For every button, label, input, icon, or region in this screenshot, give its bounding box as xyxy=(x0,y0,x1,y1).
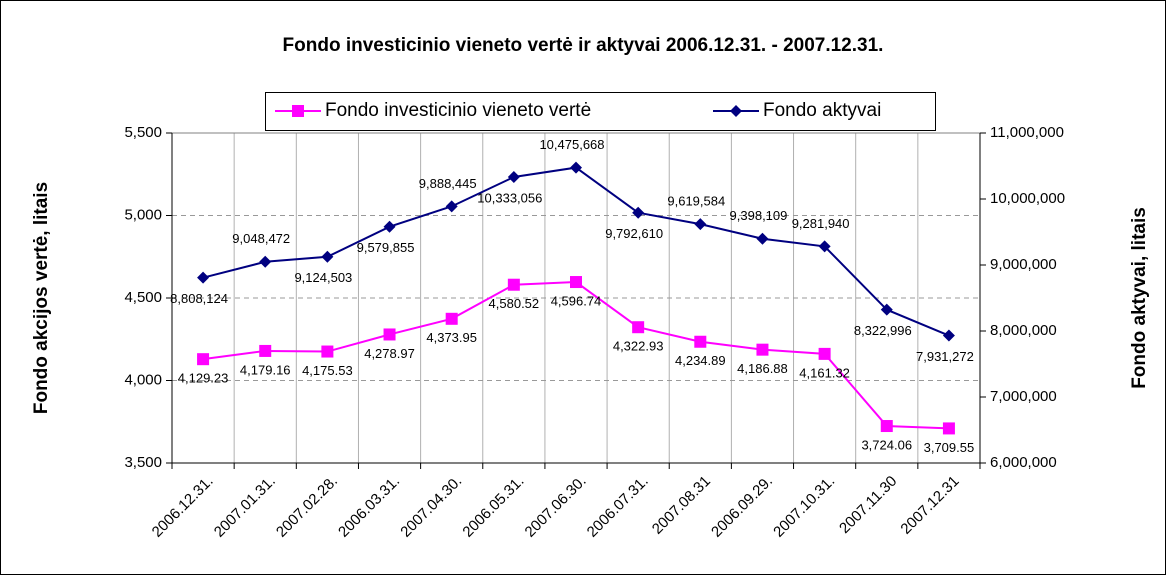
data-label: 3,724.06 xyxy=(861,437,912,452)
y-tick-label: 4,000 xyxy=(124,371,162,388)
data-label: 4,175.53 xyxy=(302,363,353,378)
data-label: 7,931,272 xyxy=(916,349,974,364)
data-point xyxy=(570,161,582,174)
data-point xyxy=(632,206,645,219)
data-point xyxy=(259,255,272,268)
data-label: 4,322.93 xyxy=(613,339,664,354)
data-label: 8,808,124 xyxy=(170,291,228,306)
data-label: 9,579,855 xyxy=(357,240,415,255)
data-label: 9,124,503 xyxy=(294,270,352,285)
data-label: 4,278.97 xyxy=(364,346,415,361)
data-label: 8,322,996 xyxy=(854,323,912,338)
data-point xyxy=(880,303,893,316)
data-point xyxy=(259,344,272,357)
y-tick-label: 3,500 xyxy=(124,454,162,471)
legend-marker xyxy=(292,105,304,117)
y2-tick-label: 7,000,000 xyxy=(990,388,1057,405)
data-label: 3,709.55 xyxy=(924,440,975,455)
y2-tick-label: 10,000,000 xyxy=(990,190,1065,207)
y2-tick-label: 6,000,000 xyxy=(990,454,1057,471)
data-label: 4,373.95 xyxy=(426,330,477,345)
data-point xyxy=(694,335,707,348)
data-label: 4,161.32 xyxy=(799,365,850,380)
data-label: 9,888,445 xyxy=(419,176,477,191)
data-label: 10,333,056 xyxy=(477,190,542,205)
data-point xyxy=(756,343,769,356)
data-label: 9,048,472 xyxy=(232,231,290,246)
data-point xyxy=(197,353,210,366)
y2-tick-label: 9,000,000 xyxy=(990,256,1057,273)
data-label: 4,186.88 xyxy=(737,361,788,376)
legend-box xyxy=(265,92,936,131)
data-label: 4,234.89 xyxy=(675,353,726,368)
data-label: 10,475,668 xyxy=(539,137,604,152)
data-label: 4,129.23 xyxy=(178,371,229,386)
data-point xyxy=(445,312,458,325)
data-label: 4,179.16 xyxy=(240,362,291,377)
y2-tick-label: 8,000,000 xyxy=(990,322,1057,339)
data-label: 4,596.74 xyxy=(551,293,602,308)
data-point xyxy=(818,240,831,253)
data-point xyxy=(880,420,893,433)
legend-label: Fondo investicinio vieneto vertė xyxy=(325,100,591,121)
chart-title: Fondo investicinio vieneto vertė ir akty… xyxy=(283,35,884,56)
data-point xyxy=(445,200,458,213)
data-label: 4,580.52 xyxy=(489,296,540,311)
data-label: 9,792,610 xyxy=(605,226,663,241)
y-tick-label: 5,500 xyxy=(124,124,162,141)
data-point xyxy=(507,278,520,291)
data-point xyxy=(197,271,210,284)
data-label: 9,619,584 xyxy=(667,194,725,209)
y-tick-label: 5,000 xyxy=(124,206,162,223)
data-point xyxy=(321,250,334,263)
data-point xyxy=(570,276,582,289)
data-point xyxy=(383,328,396,341)
legend-label: Fondo aktyvai xyxy=(763,100,881,121)
y-tick-label: 4,500 xyxy=(124,289,162,306)
y-axis-label: Fondo akcijos vertė, litais xyxy=(31,182,52,414)
data-label: 9,281,940 xyxy=(792,216,850,231)
data-point xyxy=(321,345,334,358)
data-label: 9,398,109 xyxy=(730,208,788,223)
data-point xyxy=(756,232,769,245)
data-point xyxy=(942,422,955,435)
legend-marker xyxy=(730,105,742,117)
data-point xyxy=(383,220,396,233)
data-point xyxy=(942,329,955,342)
y2-tick-label: 11,000,000 xyxy=(990,124,1064,141)
data-point xyxy=(818,347,831,360)
data-point xyxy=(694,218,707,231)
data-point xyxy=(632,321,645,334)
data-point xyxy=(507,171,520,184)
y2-axis-label: Fondo aktyvai, litais xyxy=(1129,207,1150,389)
